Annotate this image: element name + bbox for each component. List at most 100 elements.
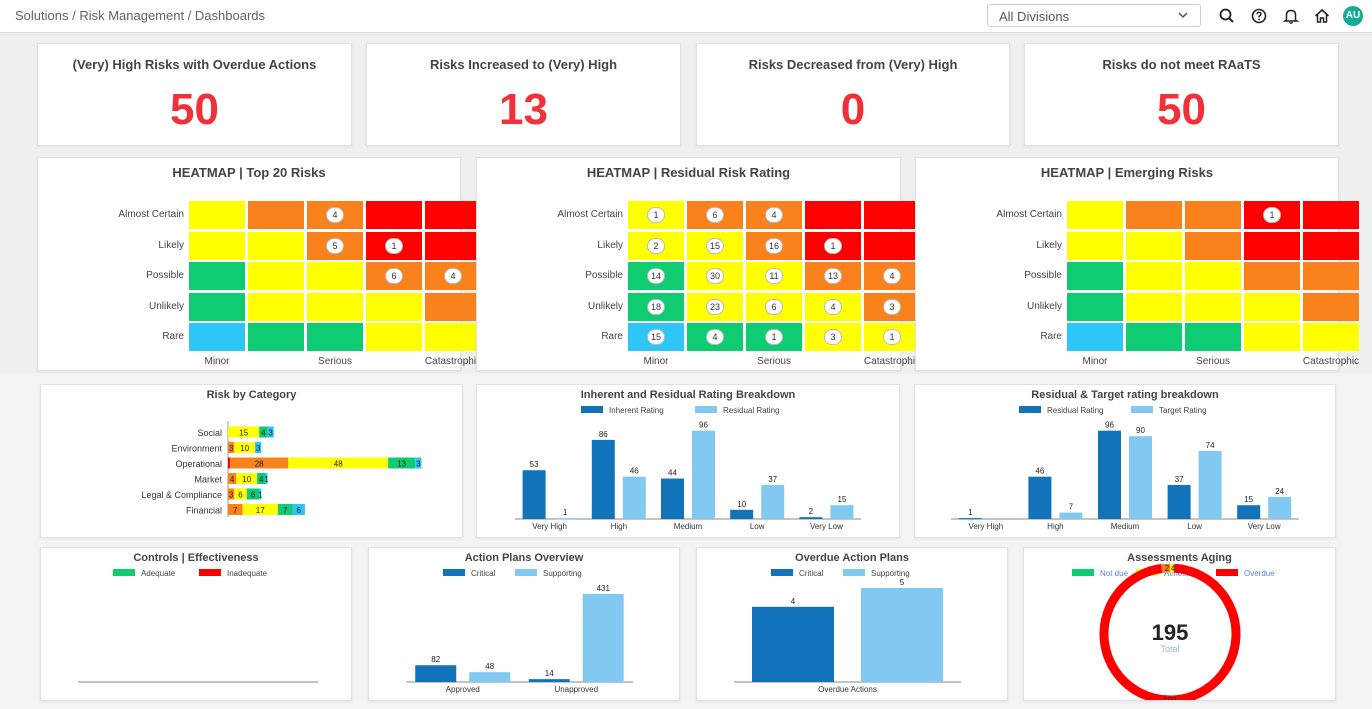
heatmap-cell[interactable]: 1: [366, 231, 422, 260]
heatmap-cell[interactable]: [805, 201, 861, 229]
heatmap-cell[interactable]: 6: [687, 201, 743, 229]
heatmap-cell[interactable]: [189, 323, 245, 351]
heatmap-cell[interactable]: 5: [307, 231, 363, 260]
heatmap-cell[interactable]: [366, 201, 422, 229]
heatmap-row-label: Almost Certain: [996, 209, 1062, 220]
heatmap-cell[interactable]: [1185, 323, 1241, 351]
heatmap-cell[interactable]: 1: [805, 231, 861, 260]
heatmap-cell[interactable]: 16: [746, 231, 802, 260]
heatmap-cell[interactable]: [248, 292, 304, 321]
heatmap-cell[interactable]: 4: [687, 323, 743, 351]
segment-label: 10: [240, 444, 249, 453]
avatar[interactable]: AU: [1343, 6, 1363, 26]
heatmap-cell[interactable]: 13: [805, 262, 861, 290]
heatmap-cell[interactable]: [189, 231, 245, 260]
heatmap-cell[interactable]: [1303, 231, 1359, 260]
heatmap-cell[interactable]: 4: [746, 201, 802, 229]
segment-label: 3: [229, 444, 234, 453]
heatmap-cell[interactable]: [1185, 262, 1241, 290]
heatmap-cell[interactable]: [864, 201, 920, 229]
heatmap-cell[interactable]: 1: [746, 323, 802, 351]
heatmap-cell[interactable]: [425, 201, 481, 229]
heatmap-cell[interactable]: [1067, 231, 1123, 260]
heatmap-cell[interactable]: [189, 292, 245, 321]
heatmap-cell[interactable]: 15: [628, 323, 684, 351]
heatmap-cell[interactable]: 4: [805, 292, 861, 321]
heatmap-cell[interactable]: [189, 262, 245, 290]
heatmap-cell[interactable]: 1: [1244, 201, 1300, 229]
heatmap-cell[interactable]: [425, 231, 481, 260]
division-select[interactable]: All Divisions: [987, 4, 1201, 27]
heatmap-cell[interactable]: [248, 231, 304, 260]
breadcrumb[interactable]: Solutions / Risk Management / Dashboards: [15, 8, 266, 23]
bell-icon[interactable]: [1282, 7, 1300, 25]
heatmap-cell[interactable]: [425, 323, 481, 351]
heatmap-cell[interactable]: [366, 292, 422, 321]
heatmap-cell[interactable]: [864, 231, 920, 260]
heatmap-cell[interactable]: [1185, 201, 1241, 229]
heatmap-cell[interactable]: [1303, 323, 1359, 351]
heatmap-cell[interactable]: [1303, 201, 1359, 229]
heatmap-cell[interactable]: 15: [687, 231, 743, 260]
heatmap-cell[interactable]: [1185, 292, 1241, 321]
heatmap-cell[interactable]: 6: [746, 292, 802, 321]
heatmap-cell[interactable]: 4: [864, 262, 920, 290]
heatmap-cell[interactable]: 14: [628, 262, 684, 290]
heatmap-cell[interactable]: [248, 323, 304, 351]
heatmap-cell[interactable]: [1067, 292, 1123, 321]
heatmap-cell[interactable]: 11: [746, 262, 802, 290]
help-icon[interactable]: [1250, 7, 1268, 25]
legend-swatch: [443, 569, 465, 576]
heatmap-cell[interactable]: [1126, 262, 1182, 290]
heatmap-cell[interactable]: [1303, 292, 1359, 321]
segment-label: 7: [233, 506, 238, 515]
heatmap-cell[interactable]: 4: [307, 201, 363, 229]
heatmap-cell[interactable]: 4: [425, 262, 481, 290]
heatmap-cell[interactable]: [1126, 292, 1182, 321]
heatmap-cell[interactable]: [425, 292, 481, 321]
heatmap-cell[interactable]: 3: [864, 292, 920, 321]
heatmap-cell[interactable]: 1: [864, 323, 920, 351]
heatmap-cell[interactable]: [307, 292, 363, 321]
heatmap-cell[interactable]: [189, 201, 245, 229]
heatmap-cell[interactable]: [1185, 231, 1241, 260]
home-icon[interactable]: [1313, 7, 1331, 25]
heatmap-count-badge: 11: [765, 268, 783, 284]
heatmap-cell[interactable]: 2: [628, 231, 684, 260]
kpi-card[interactable]: Risks Increased to (Very) High 13: [366, 43, 681, 146]
heatmap-row-label: Unlikely: [1026, 300, 1062, 312]
heatmap-cell[interactable]: 23: [687, 292, 743, 321]
legend-swatch: [581, 406, 603, 413]
kpi-card[interactable]: Risks Decreased from (Very) High 0: [696, 43, 1010, 146]
heatmap-cell[interactable]: [248, 201, 304, 229]
segment-label: 1: [264, 475, 269, 484]
heatmap-cell[interactable]: [1244, 262, 1300, 290]
heatmap-cell[interactable]: [1126, 201, 1182, 229]
heatmap-cell[interactable]: [248, 262, 304, 290]
search-icon[interactable]: [1218, 7, 1236, 25]
heatmap-cell[interactable]: 3: [805, 323, 861, 351]
kpi-card[interactable]: (Very) High Risks with Overdue Actions 5…: [37, 43, 352, 146]
donut-center-value: 195: [1152, 620, 1189, 645]
heatmap-cell[interactable]: [307, 323, 363, 351]
heatmap-cell[interactable]: 6: [366, 262, 422, 290]
legend-label: Supporting: [871, 569, 910, 578]
heatmap-cell[interactable]: [1067, 323, 1123, 351]
heatmap-cell[interactable]: [307, 262, 363, 290]
heatmap-cell[interactable]: [366, 323, 422, 351]
heatmap-cell[interactable]: 18: [628, 292, 684, 321]
heatmap-count-badge: 3: [883, 298, 901, 315]
bar-value-label: 86: [599, 430, 608, 439]
heatmap-cell[interactable]: [1126, 323, 1182, 351]
heatmap-cell[interactable]: [1126, 231, 1182, 260]
legend-swatch: [515, 569, 537, 576]
kpi-card[interactable]: Risks do not meet RAaTS 50: [1024, 43, 1339, 146]
heatmap-cell[interactable]: [1244, 323, 1300, 351]
heatmap-cell[interactable]: [1067, 262, 1123, 290]
heatmap-cell[interactable]: [1067, 201, 1123, 229]
heatmap-cell[interactable]: [1303, 262, 1359, 290]
heatmap-cell[interactable]: 1: [628, 201, 684, 229]
heatmap-cell[interactable]: [1244, 231, 1300, 260]
heatmap-cell[interactable]: [1244, 292, 1300, 321]
heatmap-cell[interactable]: 30: [687, 262, 743, 290]
